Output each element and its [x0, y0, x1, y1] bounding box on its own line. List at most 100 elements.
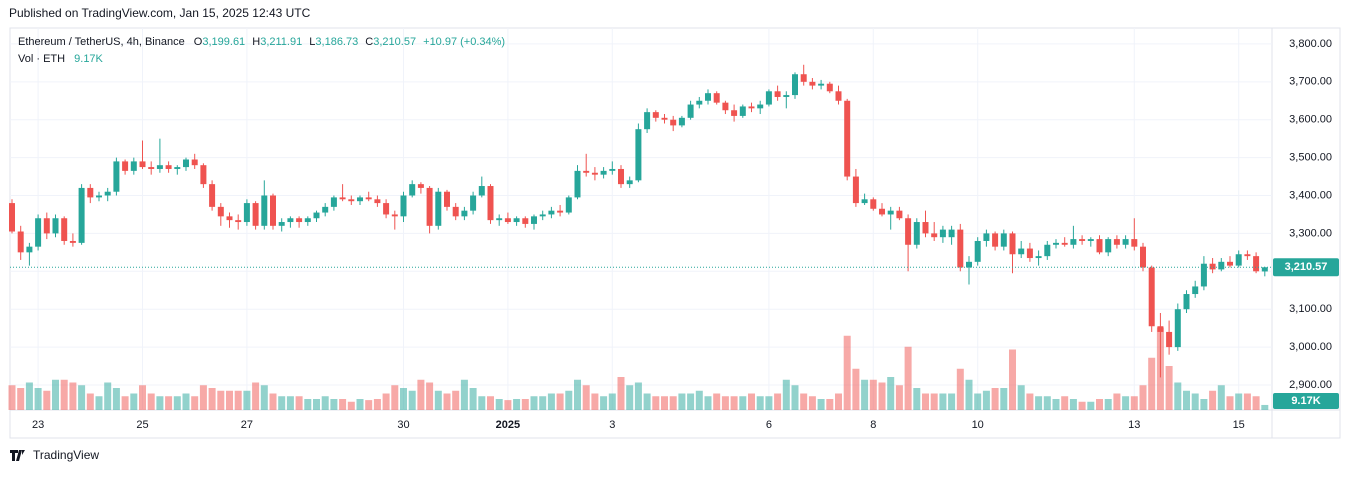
candle-body: [1079, 239, 1086, 241]
candle-body: [452, 206, 459, 217]
volume-bar: [52, 379, 59, 410]
volume-bar: [574, 379, 581, 410]
candle-body: [1200, 263, 1207, 287]
candle-body: [983, 233, 990, 241]
title: Ethereum / TetherUS, 4h, Binance: [18, 36, 185, 48]
last-price-label: 3,210.57: [1285, 261, 1328, 273]
candle-body: [618, 168, 624, 185]
candle-body: [939, 229, 946, 238]
candle-body: [17, 231, 24, 253]
candle-body: [470, 195, 477, 211]
candle-body: [565, 197, 572, 213]
candle-body: [757, 104, 764, 109]
volume-bar: [643, 393, 651, 410]
candle-body: [409, 184, 416, 196]
candle-body: [513, 218, 520, 223]
volume-bar: [78, 385, 86, 410]
candle-body: [435, 191, 442, 226]
volume-bar: [565, 390, 573, 410]
volume-bar: [417, 379, 425, 410]
volume-bar: [713, 393, 721, 410]
candle-body: [391, 214, 398, 217]
volume-bar: [774, 393, 782, 410]
candle-body: [243, 203, 250, 223]
candle-body: [870, 199, 877, 209]
volume-bar: [165, 396, 173, 410]
volume-bar: [34, 388, 42, 410]
candle-body: [800, 74, 807, 82]
high-value: 3,211.91: [260, 36, 302, 48]
candle-body: [191, 159, 198, 166]
candle-body: [1044, 244, 1051, 257]
candle-body: [713, 93, 720, 103]
volume-bar: [95, 396, 103, 410]
open-prefix: O: [194, 36, 203, 48]
candle-body: [600, 170, 607, 175]
volume-tag: [1273, 393, 1339, 409]
volume-bar: [1104, 399, 1112, 410]
volume-bar: [104, 382, 112, 410]
candle-body: [261, 195, 268, 226]
volume-bar: [1130, 396, 1138, 410]
candle-body: [357, 197, 363, 202]
candle-body: [1053, 242, 1059, 245]
candle-body: [156, 165, 163, 169]
candle-body: [826, 83, 833, 92]
candle-body: [765, 91, 772, 105]
candle-body: [1087, 239, 1094, 241]
volume-bar: [869, 379, 877, 410]
volume-bar: [791, 385, 799, 410]
candle-body: [591, 172, 598, 175]
candle-body: [1122, 239, 1129, 245]
candle-body: [626, 180, 633, 185]
candle-body: [966, 261, 972, 268]
volume-bar: [600, 396, 608, 410]
x-tick-label: 6: [766, 419, 772, 431]
volume-bar: [956, 368, 964, 410]
volume-bar: [721, 396, 729, 410]
volume-bar: [539, 396, 547, 410]
candle-body: [905, 218, 912, 245]
candle-body: [1070, 239, 1077, 245]
volume-bar: [530, 396, 538, 410]
volume-bar: [756, 396, 764, 410]
candle-body: [304, 218, 311, 223]
volume-title: Vol · ETH: [18, 53, 65, 65]
candle-body: [652, 112, 659, 118]
candle-body: [52, 218, 59, 234]
candle-body: [1183, 294, 1190, 310]
candle-body: [661, 117, 668, 120]
volume-bar: [1165, 366, 1173, 410]
volume-bar: [1069, 399, 1077, 410]
candle-body: [1209, 263, 1216, 270]
volume-bar: [1243, 393, 1251, 410]
x-tick-label: 13: [1128, 419, 1140, 431]
volume-bar: [913, 388, 921, 410]
volume-bar: [226, 390, 233, 410]
y-tick-label: 3,000.00: [1289, 341, 1332, 353]
candle-body: [818, 83, 825, 86]
candle-body: [113, 161, 120, 192]
volume-bar: [1191, 393, 1199, 410]
candle-body: [687, 104, 694, 118]
volume-bar: [817, 399, 825, 410]
candle-body: [69, 240, 76, 243]
volume-bar: [182, 393, 190, 410]
x-tick-label: 3: [609, 419, 615, 431]
candle-body: [148, 167, 155, 169]
candle-body: [1061, 242, 1068, 245]
candle-body: [504, 218, 511, 223]
volume-bar: [286, 396, 294, 410]
volume-bar: [739, 396, 747, 410]
candle-body: [461, 210, 468, 217]
volume-bar: [304, 399, 312, 410]
volume-bar: [252, 382, 260, 410]
volume-bar: [704, 396, 712, 410]
volume-bar: [156, 396, 164, 410]
volume-bar: [382, 393, 390, 410]
last-price-tag: [1273, 258, 1339, 277]
candle-body: [722, 102, 729, 111]
volume-bar: [1087, 401, 1095, 410]
candle-body: [165, 165, 172, 169]
